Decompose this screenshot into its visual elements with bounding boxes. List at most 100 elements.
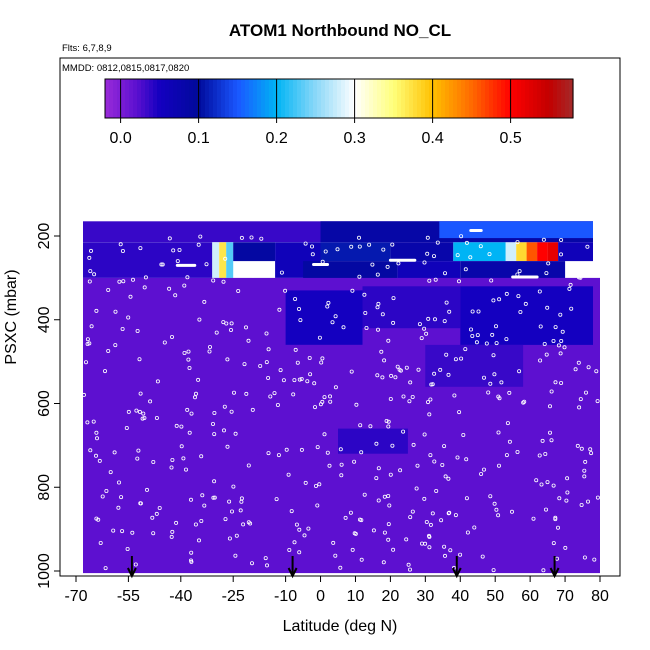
sample-marker bbox=[541, 568, 546, 573]
colorbar-segment bbox=[217, 79, 222, 118]
profile-arrow-head bbox=[126, 567, 137, 579]
sample-marker bbox=[582, 555, 587, 560]
sample-marker bbox=[212, 432, 217, 437]
sample-marker bbox=[186, 357, 191, 362]
colorbar-tick-label: 0.3 bbox=[343, 130, 365, 147]
sample-marker bbox=[239, 499, 244, 504]
sample-marker bbox=[582, 468, 587, 473]
sample-marker bbox=[87, 279, 92, 284]
sample-marker bbox=[121, 279, 126, 284]
sample-marker bbox=[516, 294, 521, 299]
x-tick-label: -40 bbox=[169, 588, 192, 605]
sample-marker bbox=[297, 377, 302, 382]
sample-marker bbox=[428, 397, 433, 402]
sample-marker bbox=[187, 365, 192, 370]
colorbar-segment bbox=[293, 79, 298, 118]
colorbar-segment bbox=[157, 79, 162, 118]
sample-marker bbox=[143, 275, 148, 280]
sample-marker bbox=[406, 562, 411, 567]
sample-marker bbox=[148, 399, 153, 404]
sample-marker bbox=[306, 526, 311, 531]
sample-marker bbox=[120, 529, 125, 534]
sample-marker bbox=[393, 375, 398, 380]
sample-marker bbox=[88, 448, 93, 453]
sample-marker bbox=[108, 470, 113, 475]
sample-marker bbox=[427, 545, 432, 550]
sample-marker bbox=[494, 341, 499, 346]
colorbar-segment bbox=[369, 79, 374, 118]
colorbar-tick-label: 0.4 bbox=[421, 130, 443, 147]
heatmap-cell bbox=[547, 242, 559, 262]
sample-marker bbox=[87, 341, 92, 346]
heatmap-cell bbox=[338, 428, 408, 454]
sample-marker bbox=[315, 445, 320, 450]
sample-marker bbox=[193, 522, 198, 527]
colorbar-segment bbox=[421, 79, 426, 118]
sample-marker bbox=[562, 345, 567, 350]
sample-marker bbox=[138, 246, 143, 251]
sample-marker bbox=[422, 496, 427, 501]
sample-marker bbox=[130, 530, 135, 535]
sample-marker bbox=[242, 362, 247, 367]
sample-marker bbox=[484, 341, 489, 346]
sample-marker bbox=[455, 455, 460, 460]
sample-marker bbox=[375, 272, 380, 277]
y-tick-label: 1000 bbox=[36, 553, 53, 589]
colorbar-segment bbox=[273, 79, 278, 118]
sample-marker bbox=[198, 234, 203, 239]
sample-marker bbox=[124, 425, 129, 430]
sample-marker bbox=[328, 399, 333, 404]
colorbar-ticks: 0.0 0.1 0.2 0.3 0.4 0.5 bbox=[109, 79, 522, 147]
sample-marker bbox=[120, 326, 125, 331]
colorbar-segment bbox=[289, 79, 294, 118]
colorbar-segment bbox=[453, 79, 458, 118]
sample-marker bbox=[425, 251, 430, 256]
sample-marker bbox=[274, 497, 279, 502]
sample-marker bbox=[263, 556, 268, 561]
colorbar-segment bbox=[533, 79, 538, 118]
colorbar-segment bbox=[409, 79, 414, 118]
sample-marker bbox=[199, 519, 204, 524]
sample-marker bbox=[330, 320, 335, 325]
colorbar-segment bbox=[441, 79, 446, 118]
sample-marker bbox=[199, 454, 204, 459]
sample-marker bbox=[577, 405, 582, 410]
colorbar-segment bbox=[357, 79, 362, 118]
sample-marker bbox=[463, 347, 468, 352]
x-tick-label: 20 bbox=[382, 588, 400, 605]
sample-marker bbox=[435, 240, 440, 245]
sample-marker bbox=[504, 337, 509, 342]
sample-marker bbox=[151, 459, 156, 464]
colorbar-segment bbox=[145, 79, 150, 118]
heatmap-cell bbox=[453, 242, 506, 262]
sample-marker bbox=[211, 278, 216, 283]
heatmap-cell bbox=[320, 242, 391, 262]
sample-marker bbox=[298, 318, 303, 323]
sample-marker bbox=[551, 338, 556, 343]
sample-marker bbox=[138, 391, 143, 396]
sample-marker bbox=[113, 309, 118, 314]
colorbar-segment bbox=[169, 79, 174, 118]
sample-marker bbox=[125, 547, 130, 552]
colorbar-segment bbox=[473, 79, 478, 118]
colorbar-segment bbox=[389, 79, 394, 118]
sample-marker bbox=[259, 236, 264, 241]
sample-marker bbox=[548, 404, 553, 409]
sample-marker bbox=[364, 325, 369, 330]
sample-marker bbox=[381, 560, 386, 565]
sample-marker bbox=[348, 510, 353, 515]
sample-marker bbox=[221, 428, 226, 433]
sample-marker bbox=[492, 501, 497, 506]
sample-marker bbox=[391, 547, 396, 552]
sample-marker bbox=[294, 522, 299, 527]
heatmap-cell bbox=[226, 242, 234, 278]
sample-marker bbox=[339, 462, 344, 467]
colorbar-segment bbox=[341, 79, 346, 118]
sample-marker bbox=[126, 409, 131, 414]
sample-marker bbox=[326, 300, 331, 305]
sample-marker bbox=[187, 430, 192, 435]
colorbar-segment bbox=[509, 79, 514, 118]
sample-marker bbox=[419, 336, 424, 341]
sample-marker bbox=[517, 269, 522, 274]
